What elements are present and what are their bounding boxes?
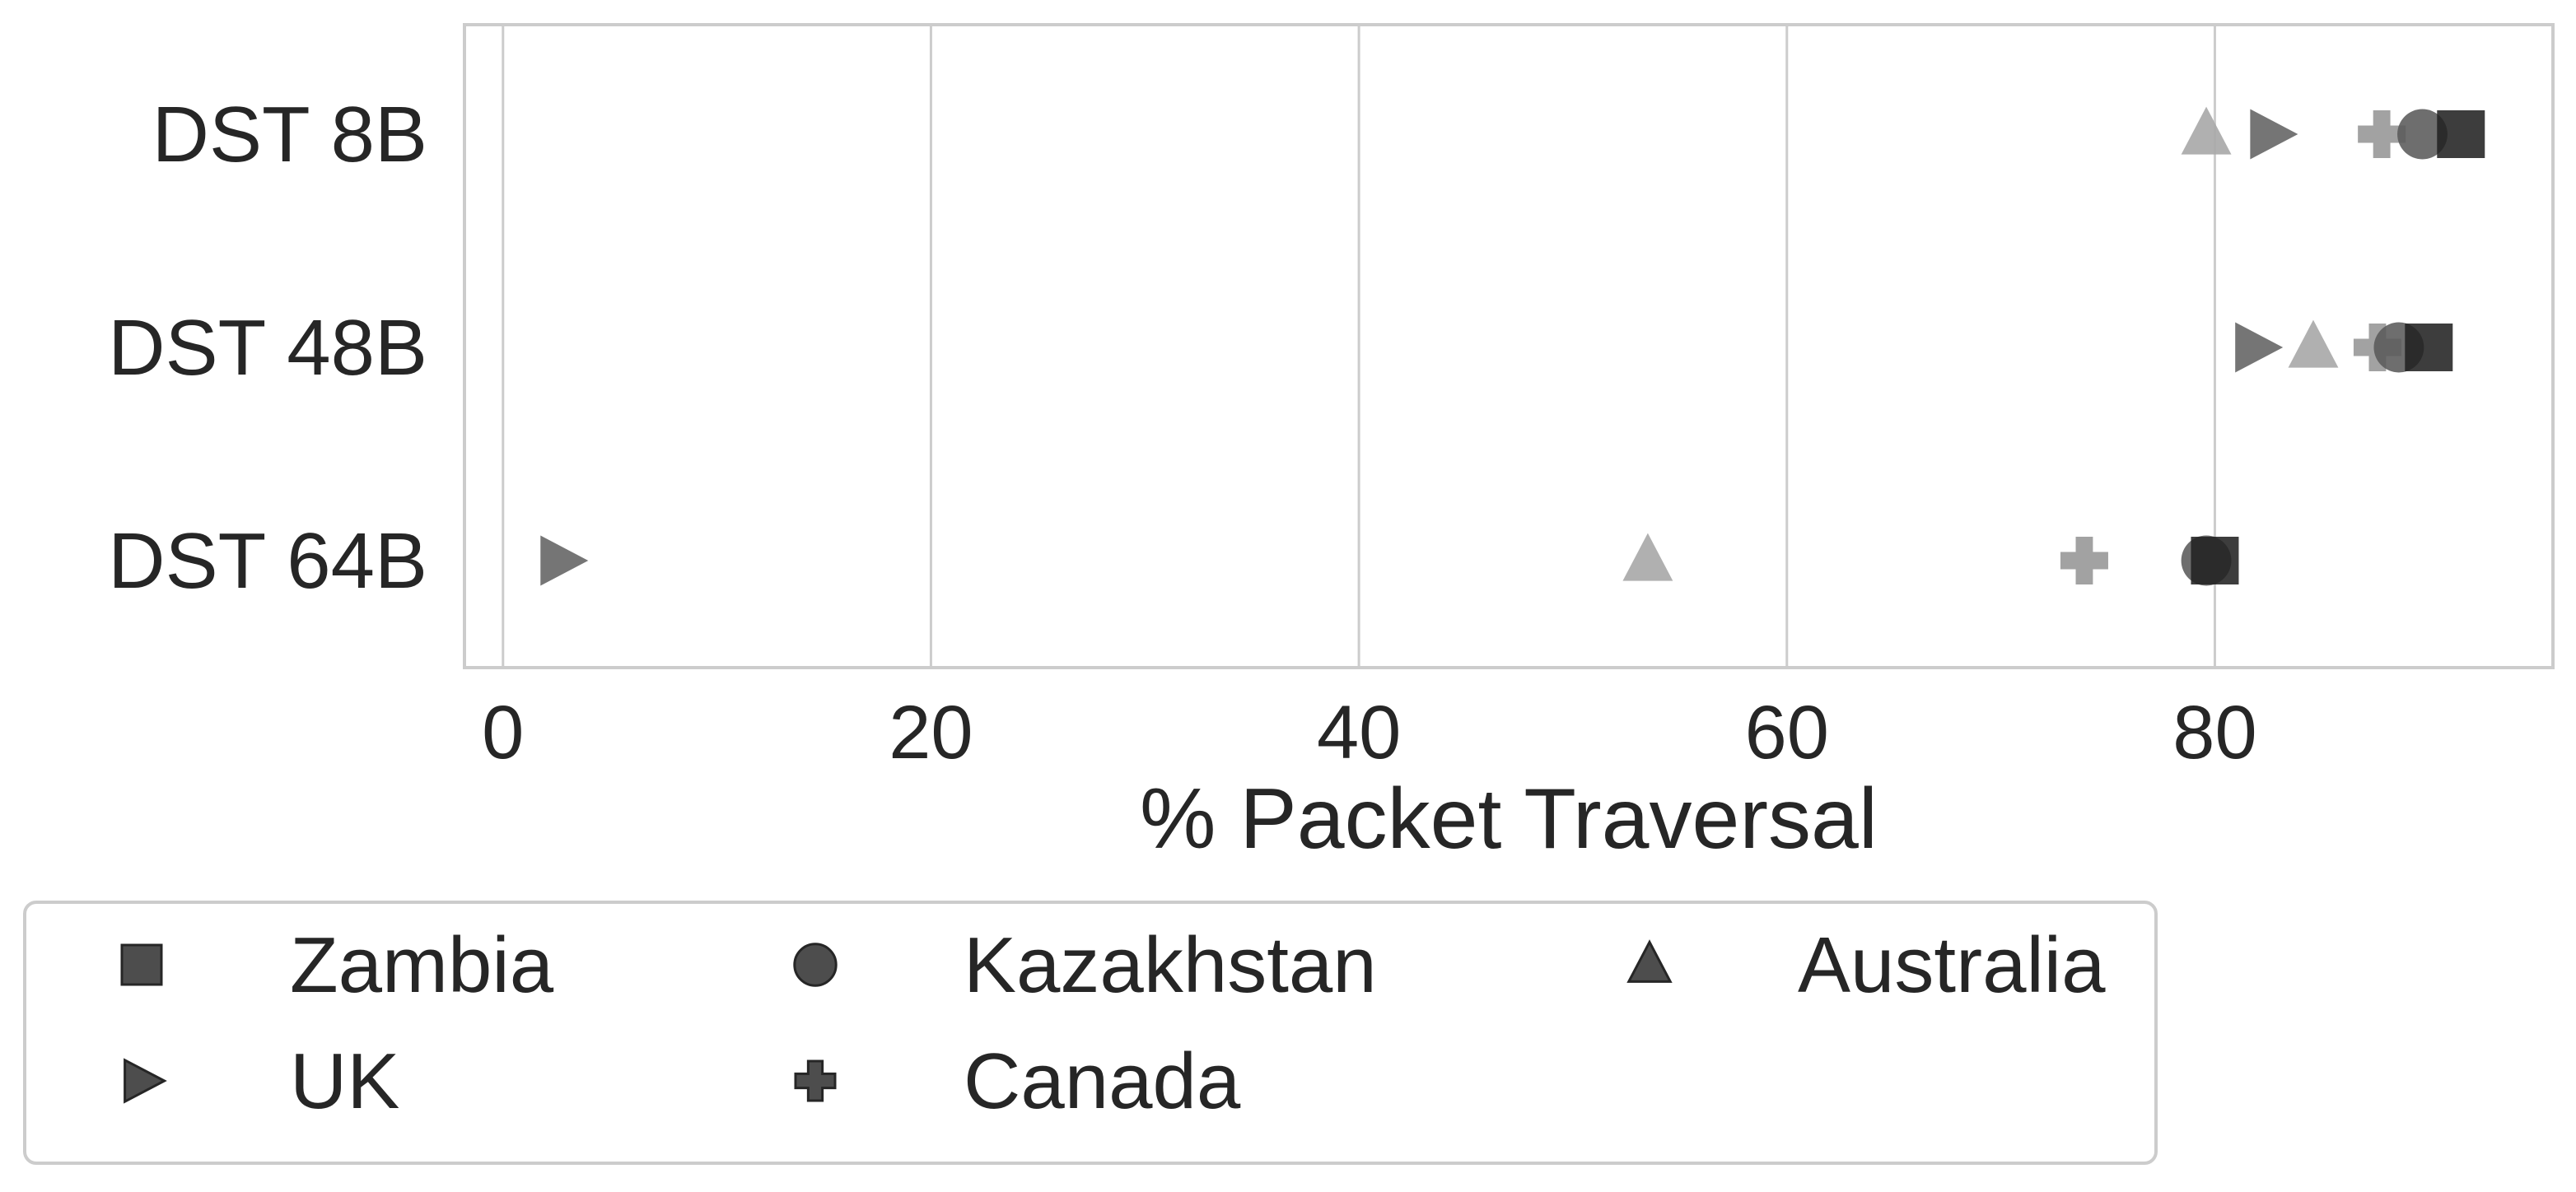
data-point-australia: [2288, 319, 2339, 368]
x-tick-label: 0: [482, 691, 524, 775]
data-point-uk: [2250, 109, 2298, 160]
x-tick-label: 20: [889, 691, 973, 775]
data-point-zambia: [2437, 110, 2485, 158]
x-axis-label: % Packet Traversal: [1140, 771, 1878, 867]
legend-label: Kazakhstan: [964, 921, 1377, 1009]
data-point-uk: [540, 535, 589, 586]
legend-marker-canada: [794, 1059, 837, 1102]
legend: Zambia Kazakhstan Australia UK Canada: [23, 901, 2158, 1165]
plot-area-frame: [463, 23, 2555, 669]
legend-marker-uk: [124, 1058, 167, 1104]
data-point-australia: [1622, 533, 1673, 581]
legend-marker-kazakhstan: [793, 943, 838, 987]
y-tick-labels: DST 8B DST 48B DST 64B: [108, 91, 427, 605]
legend-label: Zambia: [290, 921, 554, 1009]
data-point-zambia: [2405, 324, 2453, 371]
legend-label: Canada: [964, 1037, 1241, 1125]
x-tick-label: 40: [1317, 691, 1401, 775]
data-point-kazakhstan: [2397, 109, 2448, 160]
legend-marker-australia: [1626, 939, 1673, 983]
grid-lines: [502, 25, 2216, 668]
data-point-canada: [2358, 110, 2406, 158]
data-markers: [540, 106, 2485, 586]
legend-label: UK: [290, 1037, 399, 1125]
x-tick-label: 60: [1745, 691, 1829, 775]
data-point-australia: [2181, 106, 2232, 155]
data-point-uk: [2235, 322, 2284, 373]
legend-frame: [23, 901, 2158, 1165]
x-tick-label: 80: [2172, 691, 2256, 775]
data-point-zambia: [2191, 537, 2239, 584]
x-tick-labels: 0 20 40 60 80: [482, 691, 2256, 775]
data-point-canada: [2060, 537, 2108, 584]
y-tick-label: DST 8B: [152, 91, 427, 179]
legend-label: Australia: [1798, 921, 2106, 1009]
legend-marker-zambia: [120, 943, 163, 986]
y-tick-label: DST 48B: [108, 304, 427, 392]
legend-items: Zambia Kazakhstan Australia UK Canada: [120, 921, 2106, 1125]
y-tick-label: DST 64B: [108, 517, 427, 605]
